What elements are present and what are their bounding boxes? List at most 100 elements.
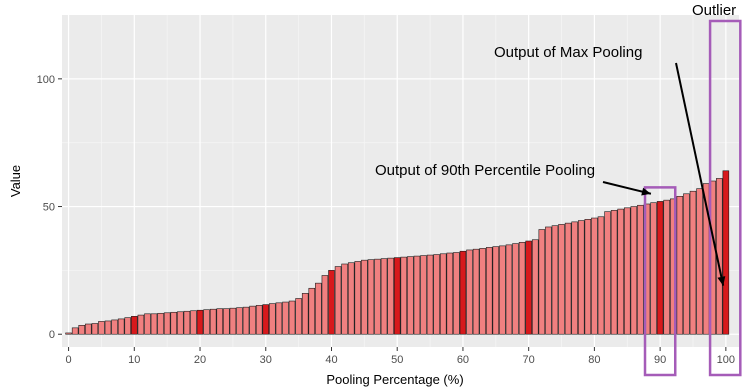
- y-axis: 0 50 100: [37, 74, 62, 341]
- bar-68: [512, 243, 519, 335]
- bar-78: [577, 220, 585, 335]
- bar-16: [170, 311, 177, 335]
- bar-100: [722, 170, 730, 335]
- x-axis: 0 10 20 30 40 50 60 70 80 90 100: [66, 347, 735, 366]
- bar-79: [584, 219, 592, 335]
- bar-38: [315, 282, 322, 335]
- bar-36: [301, 293, 309, 335]
- bar-22: [209, 308, 217, 335]
- bar-95: [689, 190, 697, 335]
- bar-96: [696, 188, 703, 335]
- bar-48: [380, 258, 388, 335]
- bar-23: [216, 308, 224, 335]
- bar-31: [269, 303, 276, 335]
- bar-11: [137, 314, 145, 335]
- bar-1: [71, 327, 79, 335]
- highlight-boxes: [643, 19, 742, 377]
- max-pooling-arrow: [675, 62, 725, 286]
- bar-71: [531, 239, 539, 335]
- bar-74: [551, 225, 559, 335]
- bar-27: [242, 306, 250, 335]
- bar-47: [374, 258, 381, 335]
- annotation-p90-pooling: Output of 90th Percentile Pooling: [375, 162, 595, 179]
- box-90th-percentile: [643, 186, 677, 377]
- bar-21: [203, 309, 210, 335]
- bar-26: [236, 307, 243, 335]
- max-pooling-arrow-head: [717, 276, 726, 286]
- bar-14: [157, 312, 164, 335]
- bar-52: [407, 256, 414, 335]
- bar-75: [558, 224, 565, 335]
- bar-2: [78, 324, 85, 335]
- y-tick-label: 100: [37, 74, 55, 86]
- bar-51: [400, 256, 408, 335]
- bar-82: [604, 211, 611, 335]
- bar-89: [650, 202, 657, 335]
- bar-40: [328, 270, 335, 335]
- bar-30: [262, 304, 270, 335]
- bar-33: [282, 301, 289, 335]
- bar-59: [453, 252, 460, 335]
- bar-67: [505, 244, 513, 335]
- annotations: Output of Max Pooling Output of 90th Per…: [375, 2, 736, 286]
- bar-54: [420, 255, 427, 335]
- bar-29: [255, 305, 263, 335]
- bar-57: [439, 253, 447, 335]
- bar-53: [413, 255, 421, 335]
- bar-44: [354, 261, 362, 335]
- bar-56: [433, 254, 440, 335]
- bar-81: [597, 216, 605, 335]
- bar-17: [177, 311, 184, 335]
- bar-50: [393, 257, 401, 335]
- annotation-max-pooling: Output of Max Pooling: [494, 44, 642, 61]
- bars: [65, 170, 730, 335]
- bar-73: [545, 226, 552, 335]
- y-tick-label: 0: [49, 329, 55, 341]
- p90-pooling-arrow-head: [641, 187, 651, 196]
- bar-70: [525, 240, 532, 335]
- bar-77: [571, 221, 578, 335]
- bar-58: [446, 252, 454, 335]
- bar-90: [656, 201, 664, 335]
- bar-10: [131, 316, 138, 335]
- bar-0: [65, 332, 72, 335]
- bar-45: [361, 259, 368, 335]
- bar-32: [275, 302, 283, 335]
- bar-39: [321, 275, 329, 335]
- box-outlier: [708, 19, 742, 377]
- annotation-outlier: Outlier: [692, 2, 736, 19]
- bar-43: [347, 262, 355, 335]
- bar-80: [591, 217, 598, 335]
- bar-46: [367, 259, 375, 335]
- bar-66: [499, 245, 506, 335]
- bar-62: [472, 248, 480, 335]
- bar-19: [190, 310, 197, 335]
- bar-41: [334, 266, 342, 335]
- bar-13: [150, 313, 158, 335]
- x-tick-label: 40: [325, 354, 337, 366]
- bar-7: [111, 319, 118, 335]
- bar-93: [676, 196, 684, 335]
- x-tick-label: 70: [523, 354, 535, 366]
- y-tick-label: 50: [43, 202, 55, 214]
- y-axis-title: Value: [8, 165, 23, 197]
- bar-72: [538, 229, 546, 335]
- bar-3: [85, 323, 92, 335]
- x-tick-label: 30: [260, 354, 272, 366]
- x-tick-label: 10: [128, 354, 140, 366]
- bar-34: [288, 300, 296, 335]
- bar-76: [564, 222, 572, 335]
- bar-91: [663, 199, 670, 335]
- bar-83: [610, 210, 618, 335]
- bar-6: [104, 320, 112, 335]
- bar-61: [466, 249, 473, 335]
- bar-20: [196, 309, 204, 335]
- bar-37: [308, 287, 316, 335]
- bar-24: [223, 308, 230, 335]
- bar-15: [163, 312, 171, 335]
- bar-60: [459, 250, 467, 335]
- bar-49: [387, 257, 394, 335]
- bar-84: [617, 208, 624, 335]
- x-tick-label: 20: [194, 354, 206, 366]
- bar-69: [518, 241, 526, 335]
